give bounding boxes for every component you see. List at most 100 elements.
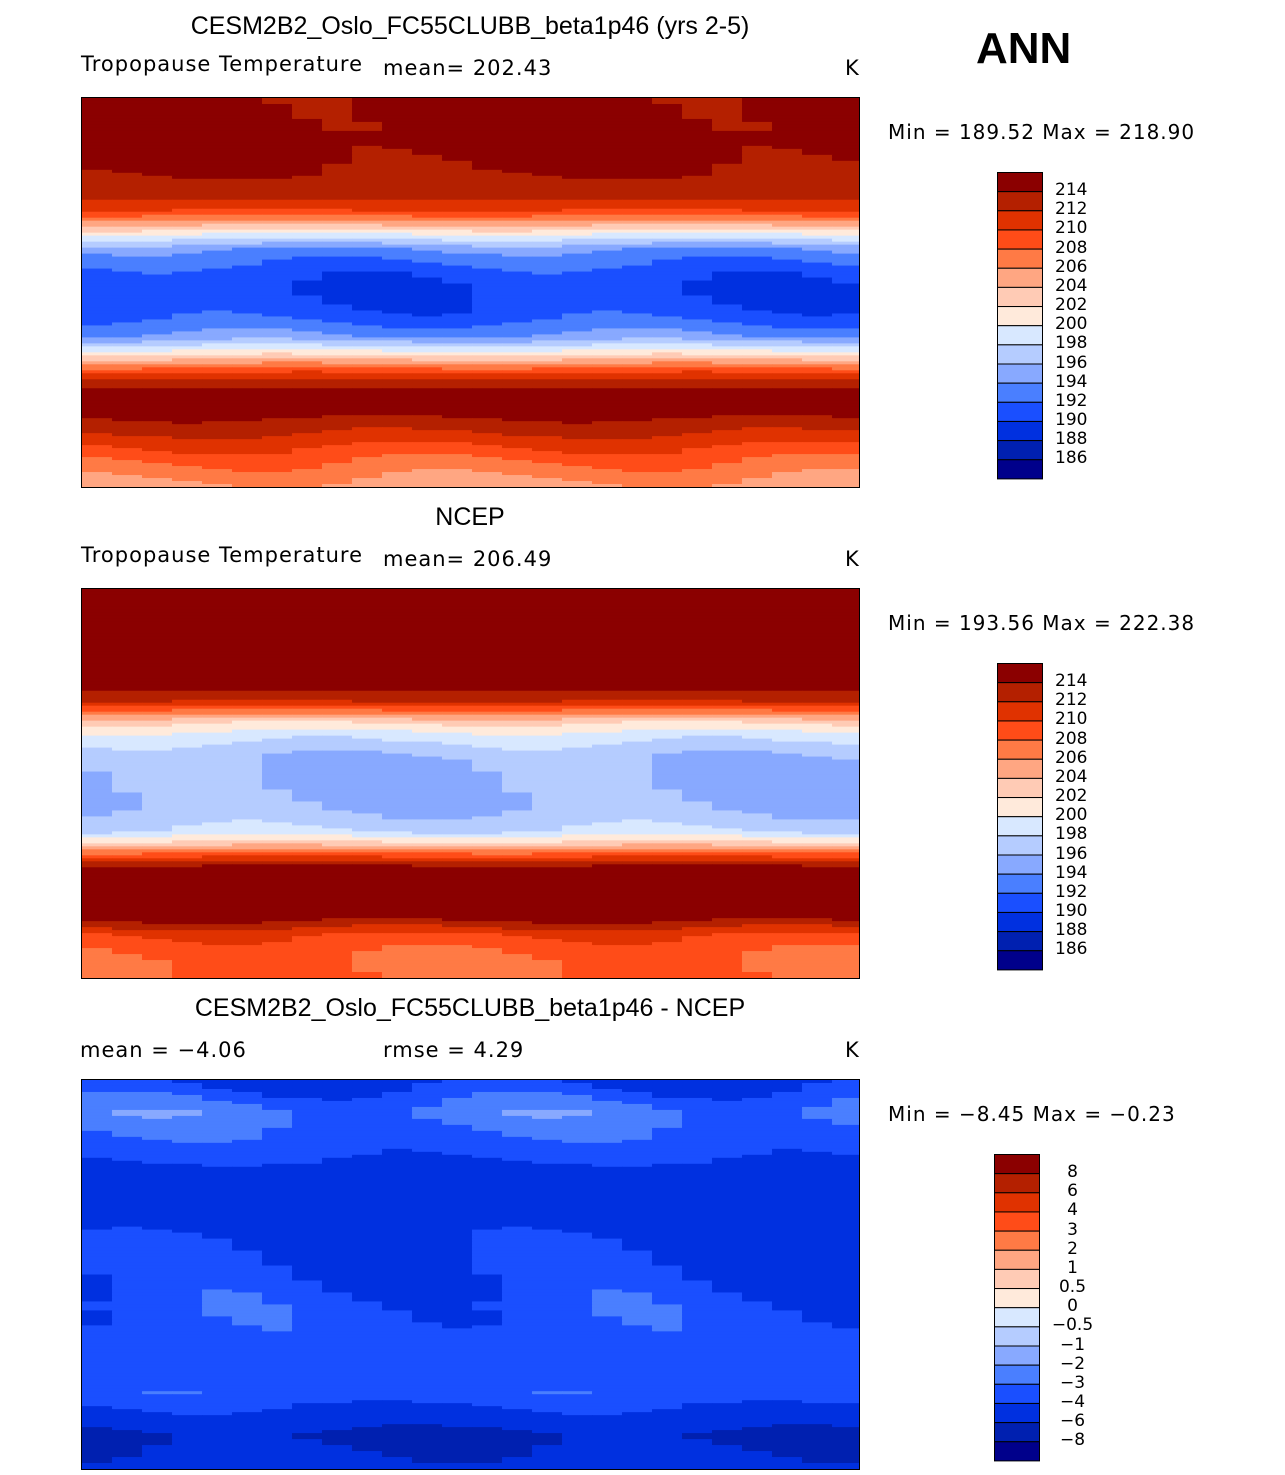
contour-cell	[292, 247, 323, 252]
contour-cell	[502, 205, 533, 210]
contour-cell	[532, 142, 563, 147]
contour-cell	[592, 205, 623, 210]
contour-cell	[562, 187, 593, 192]
panel-title: NCEP	[435, 503, 505, 531]
contour-cell	[172, 238, 203, 243]
contour-cell	[142, 118, 173, 123]
contour-cell	[472, 418, 503, 422]
contour-cell	[352, 723, 383, 728]
contour-cell	[262, 319, 293, 323]
contour-cell	[532, 169, 563, 174]
contour-cell	[442, 472, 473, 476]
contour-cell	[292, 166, 323, 171]
contour-cell	[652, 331, 683, 335]
contour-cell	[202, 331, 233, 335]
contour-cell	[592, 684, 623, 689]
contour-cell	[802, 127, 833, 132]
contour-cell	[202, 756, 233, 761]
contour-cell	[682, 654, 713, 659]
contour-cell	[712, 747, 743, 752]
contour-cell	[412, 403, 443, 407]
contour-cell	[382, 711, 413, 716]
contour-cell	[292, 355, 323, 359]
contour-cell	[142, 121, 173, 126]
contour-cell	[682, 352, 713, 356]
contour-cell	[652, 693, 683, 698]
contour-cell	[412, 295, 443, 299]
contour-cell	[592, 696, 623, 701]
contour-cell	[82, 729, 113, 734]
contour-cell	[592, 738, 623, 743]
contour-cell	[322, 457, 353, 461]
contour-cell	[412, 723, 443, 728]
contour-cell	[292, 397, 323, 401]
contour-cell	[232, 262, 263, 267]
contour-cell	[592, 328, 623, 332]
contour-cell	[502, 418, 533, 422]
contour-cell	[682, 615, 713, 620]
contour-cell	[682, 747, 713, 752]
contour-cell	[712, 615, 743, 620]
contour-cell	[592, 690, 623, 695]
contour-cell	[832, 133, 860, 138]
contour-cell	[442, 235, 473, 240]
contour-cell	[322, 184, 353, 189]
contour-cell	[742, 442, 773, 446]
contour-cell	[82, 172, 113, 177]
contour-cell	[502, 594, 533, 599]
contour-cell	[742, 660, 773, 665]
contour-cell	[172, 445, 203, 449]
contour-cell	[442, 451, 473, 455]
contour-cell	[832, 121, 860, 126]
contour-cell	[112, 472, 143, 476]
contour-cell	[802, 427, 833, 431]
contour-cell	[562, 289, 593, 293]
contour-cell	[562, 166, 593, 171]
contour-cell	[292, 424, 323, 428]
contour-cell	[232, 181, 263, 186]
contour-cell	[412, 699, 443, 704]
contour-cell	[472, 337, 503, 341]
contour-cell	[802, 100, 833, 105]
contour-cell	[232, 720, 263, 725]
contour-cell	[412, 732, 443, 737]
contour-cell	[142, 277, 173, 282]
contour-cell	[562, 672, 593, 677]
contour-cell	[712, 283, 743, 288]
contour-cell	[712, 223, 743, 228]
contour-cell	[412, 181, 443, 186]
contour-cell	[832, 103, 860, 108]
contour-cell	[262, 358, 293, 362]
contour-cell	[532, 436, 563, 440]
contour-cell	[202, 681, 233, 686]
contour-cell	[472, 591, 503, 596]
contour-cell	[652, 187, 683, 192]
contour-cell	[742, 720, 773, 725]
contour-cell	[382, 310, 413, 314]
contour-cell	[352, 702, 383, 707]
contour-cell	[682, 690, 713, 695]
contour-cell	[142, 720, 173, 725]
contour-cell	[82, 370, 113, 374]
contour-cell	[742, 244, 773, 249]
contour-cell	[382, 334, 413, 338]
contour-cell	[592, 741, 623, 746]
contour-cell	[832, 265, 860, 270]
contour-cell	[352, 106, 383, 111]
contour-cell	[292, 217, 323, 222]
contour-cell	[532, 397, 563, 401]
contour-cell	[172, 355, 203, 359]
contour-cell	[142, 421, 173, 425]
contour-cell	[202, 672, 233, 677]
contour-cell	[472, 600, 503, 605]
contour-cell	[742, 430, 773, 434]
contour-cell	[652, 397, 683, 401]
contour-cell	[352, 130, 383, 135]
contour-cell	[472, 109, 503, 114]
contour-cell	[712, 708, 743, 713]
contour-cell	[142, 220, 173, 225]
contour-cell	[712, 253, 743, 258]
contour-cell	[202, 654, 233, 659]
contour-cell	[112, 142, 143, 147]
contour-cell	[502, 642, 533, 647]
